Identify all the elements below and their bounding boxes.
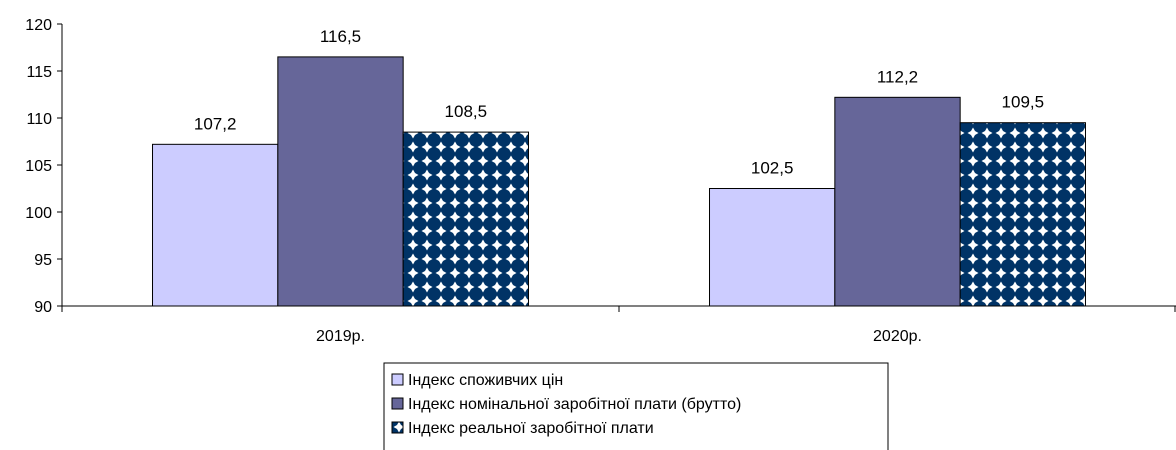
legend-label: Індекс споживчих цін <box>408 372 563 389</box>
y-tick-label: 110 <box>26 111 52 128</box>
bar <box>709 188 836 307</box>
bar <box>834 96 961 307</box>
bar <box>402 131 529 307</box>
data-label: 109,5 <box>1002 93 1045 112</box>
legend-label: Індекс номінальної заробітної плати (бру… <box>408 396 741 413</box>
data-label: 102,5 <box>751 159 794 178</box>
bar <box>152 143 279 307</box>
y-tick-label: 105 <box>25 158 52 175</box>
legend: Індекс споживчих цін Індекс номінальної з… <box>383 362 889 450</box>
x-tick-label: 2019р. <box>316 328 365 345</box>
legend-box <box>383 362 889 450</box>
data-label: 116,5 <box>320 27 361 46</box>
legend-swatch <box>391 397 404 410</box>
axes: 90 95 100 105 110 115 120 2019р. 2020р. <box>25 17 1176 345</box>
legend-label: Індекс реальної заробітної плати <box>408 420 654 437</box>
data-label: 108,5 <box>445 102 488 121</box>
data-label: 112,2 <box>877 67 918 86</box>
y-tick-label: 100 <box>25 205 52 222</box>
bar <box>277 56 404 307</box>
y-tick-label: 115 <box>26 64 52 81</box>
data-label: 107,2 <box>194 114 237 133</box>
bar <box>959 122 1086 307</box>
y-tick-label: 95 <box>34 252 52 269</box>
legend-swatch <box>391 421 404 434</box>
x-tick-label: 2020р. <box>873 328 922 345</box>
y-tick-label: 120 <box>25 17 52 34</box>
data-labels: 107,2 116,5 108,5 102,5 112,2 109,5 <box>194 27 1044 178</box>
legend-swatch <box>391 373 404 386</box>
bars <box>152 56 1086 307</box>
y-tick-label: 90 <box>34 299 52 316</box>
